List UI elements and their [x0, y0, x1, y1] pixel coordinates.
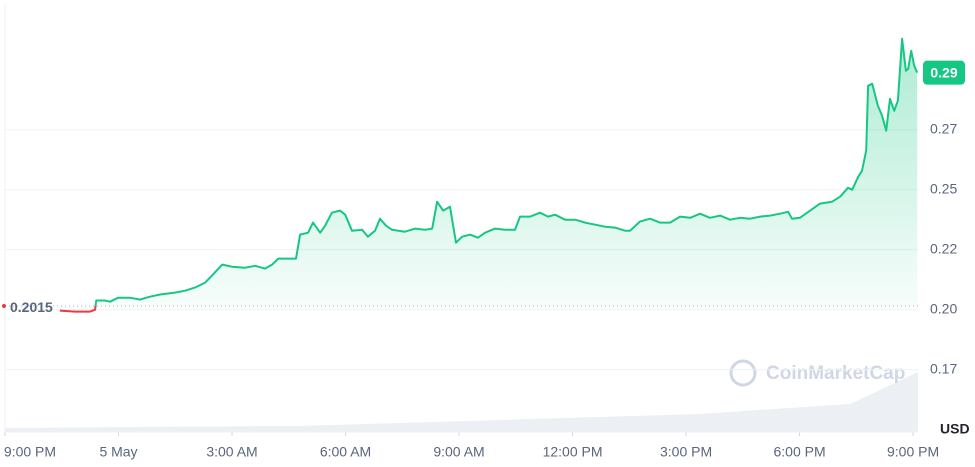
x-tick-label: 3:00 AM — [206, 444, 257, 460]
price-tag-box — [923, 60, 965, 85]
watermark-text: CoinMarketCap — [766, 363, 905, 384]
x-tick-label: 5 May — [99, 444, 137, 460]
price-tag: 0.29 — [923, 60, 965, 85]
x-tick-label: 3:00 PM — [660, 444, 712, 460]
volume-bars — [5, 372, 918, 432]
watermark-logo — [729, 359, 757, 387]
y-tick-label: 0.25 — [930, 180, 957, 196]
x-tick-label: 12:00 PM — [543, 444, 603, 460]
y-tick-label: 0.17 — [930, 360, 957, 376]
x-tick-label: 6:00 PM — [774, 444, 826, 460]
x-tick-label: 9:00 AM — [433, 444, 484, 460]
y-tick-label: 0.27 — [930, 120, 957, 136]
baseline-label: 0.2015 — [10, 299, 53, 315]
y-tick-label: 0.22 — [930, 240, 957, 256]
area-fill — [59, 38, 918, 312]
x-tick-label: 6:00 AM — [320, 444, 371, 460]
y-tick-label: 0.20 — [930, 300, 957, 316]
price-line — [59, 37, 919, 313]
baseline-dot — [2, 304, 6, 309]
watermark: CoinMarketCap — [729, 359, 905, 387]
x-tick-label: 9:00 PM — [887, 444, 939, 460]
price-tag-label: 0.29 — [930, 64, 957, 80]
currency-label: USD — [940, 421, 970, 437]
x-tick-label: 9:00 PM — [4, 444, 56, 460]
